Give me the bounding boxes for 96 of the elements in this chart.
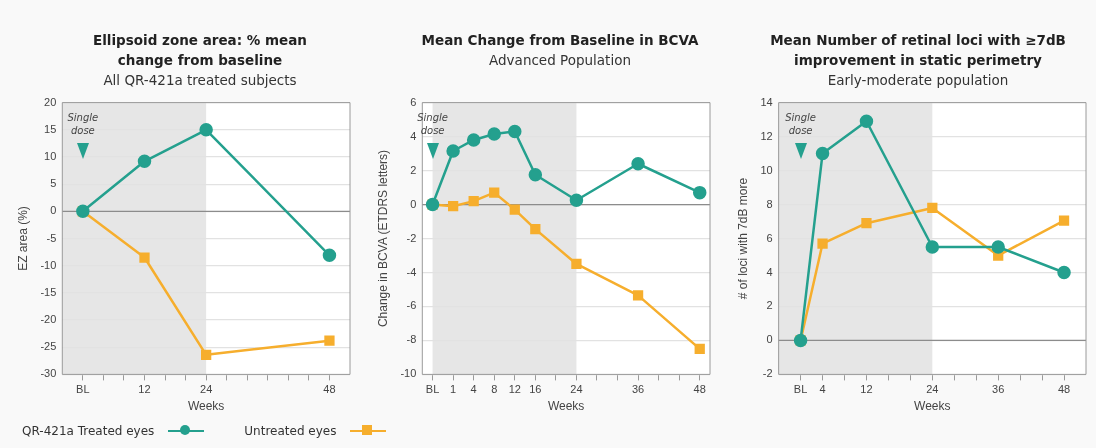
y-tick-label: -10 [400, 367, 417, 380]
point [447, 201, 459, 212]
y-tick-label: 2 [766, 299, 773, 312]
chart-subtitle: Early-moderate population [826, 71, 1010, 90]
point [1057, 265, 1071, 280]
y-tick-label: 8 [766, 197, 773, 210]
y-tick-label: 5 [50, 177, 57, 190]
point [324, 335, 335, 346]
x-tick-label: 4 [819, 383, 826, 396]
point [509, 204, 520, 215]
point [569, 193, 584, 208]
point [991, 240, 1005, 254]
y-tick-label: 0 [766, 333, 773, 346]
point [199, 123, 213, 137]
point [508, 124, 522, 139]
y-tick-label: -20 [40, 313, 57, 326]
x-tick-label: 48 [693, 383, 706, 396]
y-tick-label: -8 [406, 333, 417, 346]
point [925, 240, 940, 254]
y-tick-label: 2 [410, 163, 417, 176]
point [322, 248, 337, 263]
y-tick-label: 12 [760, 129, 773, 142]
point [487, 127, 501, 141]
y-tick-label: -5 [46, 231, 57, 244]
y-tick-label: 4 [766, 265, 773, 278]
y-tick-label: 0 [50, 204, 57, 217]
point [530, 224, 541, 235]
x-tick-label: 24 [570, 383, 583, 396]
x-tick-label: 12 [860, 383, 873, 396]
point [468, 195, 479, 207]
x-tick-label: BL [76, 383, 90, 396]
x-tick-label: 8 [491, 383, 498, 396]
point [631, 157, 645, 171]
y-tick-label: 10 [760, 163, 773, 176]
y-tick-label: -30 [40, 367, 57, 380]
x-axis-title: Weeks [187, 399, 225, 414]
point [692, 185, 707, 200]
x-tick-label: 12 [138, 383, 151, 396]
point [571, 258, 582, 270]
point [446, 144, 460, 158]
y-tick-label: -2 [406, 231, 417, 244]
x-tick-label: 1 [450, 383, 457, 396]
y-axis-title: # of loci with 7dB more [735, 177, 750, 300]
point [466, 133, 481, 147]
point [817, 238, 828, 249]
chart-title: Ellipsoid zone area: % mean change from baseline [92, 31, 308, 70]
y-tick-label: 20 [44, 95, 57, 108]
point [489, 187, 500, 198]
x-tick-label: BL [793, 383, 808, 396]
point [1058, 215, 1070, 226]
y-tick-label: -25 [40, 340, 57, 353]
x-tick-label: 48 [323, 383, 336, 396]
point [815, 146, 830, 161]
x-tick-label: 48 [1057, 383, 1071, 396]
point [859, 114, 874, 129]
x-tick-label: 24 [926, 383, 939, 396]
legend-label: Untreated eyes [244, 424, 337, 438]
y-tick-label: -6 [406, 299, 417, 312]
x-tick-label: 12 [508, 383, 521, 396]
point [528, 168, 543, 182]
y-tick-label: -10 [40, 258, 57, 271]
chart-title: Mean Change from Baseline in BCVA [420, 31, 700, 50]
y-tick-label: 14 [760, 95, 773, 108]
x-axis-title: Weeks [547, 399, 585, 414]
chart-subtitle: All QR-421a treated subjects [102, 71, 298, 90]
annotation: Single dose [417, 111, 448, 136]
x-axis-title: Weeks [914, 399, 951, 414]
point [137, 154, 152, 169]
x-tick-label: 36 [631, 383, 645, 396]
point [139, 252, 150, 263]
annotation: Single dose [67, 111, 99, 136]
legend-label: QR-421a Treated eyes [22, 424, 155, 438]
y-tick-label: 15 [44, 122, 57, 135]
x-tick-label: 16 [529, 383, 542, 396]
y-tick-label: 6 [766, 231, 773, 244]
chart-subtitle: Advanced Population [488, 51, 632, 70]
x-tick-label: 4 [470, 383, 477, 396]
point [927, 202, 938, 214]
y-tick-label: -15 [40, 285, 57, 298]
y-axis-title: EZ area (%) [15, 206, 30, 271]
annotation: Single dose [785, 111, 816, 136]
x-tick-label: 24 [200, 383, 213, 396]
x-tick-label: 36 [992, 383, 1005, 396]
y-axis-title: Change in BCVA (ETDRS letters) [375, 149, 390, 328]
y-tick-label: 0 [410, 197, 417, 210]
point [694, 343, 705, 355]
point [201, 349, 212, 360]
point [632, 290, 644, 301]
chart-title: Mean Number of retinal loci with ≥7dB improvement in static perimetry [769, 31, 1067, 70]
y-tick-label: 10 [44, 149, 57, 162]
point [861, 218, 872, 229]
y-tick-label: -4 [406, 265, 417, 278]
x-tick-label: BL [425, 383, 440, 396]
y-tick-label: 6 [410, 95, 417, 108]
y-tick-label: 4 [410, 129, 417, 142]
y-tick-label: -2 [762, 367, 773, 380]
